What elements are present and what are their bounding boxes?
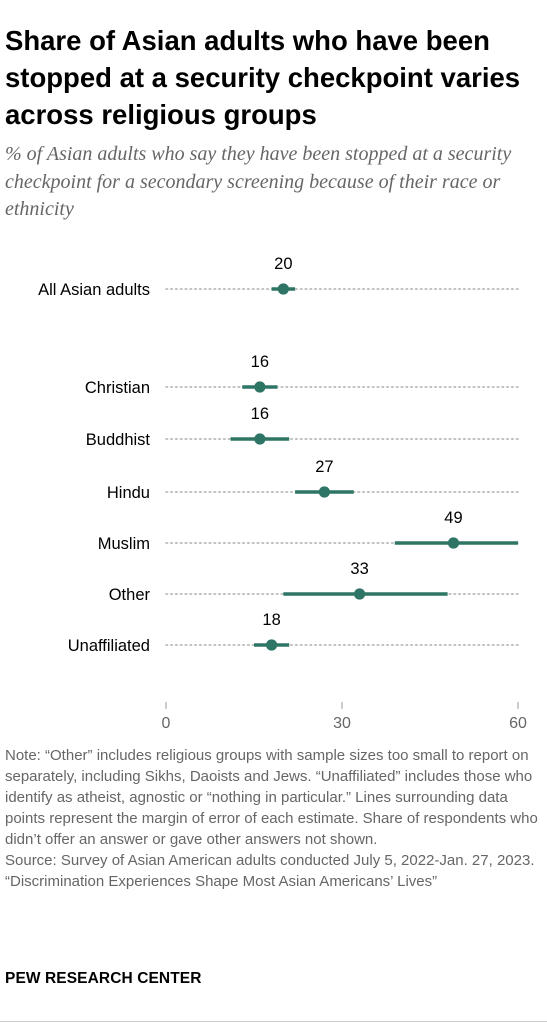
pew-research-center-logo: PEW RESEARCH CENTER	[5, 970, 202, 987]
bottom-divider	[0, 1021, 547, 1022]
x-tick-label-60: 60	[509, 715, 527, 732]
data-point-other	[354, 588, 366, 600]
report-title: “Discrimination Experiences Shape Most A…	[5, 873, 438, 890]
data-point-hindu	[318, 486, 330, 498]
value-label-other: 33	[350, 560, 368, 578]
data-point-muslim	[447, 537, 460, 549]
category-label-all-asian-adults: All Asian adults	[38, 281, 150, 299]
chart-subtitle: % of Asian adults who say they have been…	[5, 143, 512, 220]
chart-title: Share of Asian adults who have been stop…	[5, 25, 521, 130]
x-tick-label-30: 30	[333, 715, 351, 732]
category-label-hindu: Hindu	[107, 484, 150, 502]
value-label-muslim: 49	[444, 509, 462, 527]
value-label-all-asian-adults: 20	[274, 255, 292, 273]
chart-notes: Note: “Other” includes religious groups …	[5, 745, 545, 892]
note-text: Note: “Other” includes religious groups …	[5, 747, 538, 848]
data-point-unaffiliated	[266, 639, 278, 651]
category-label-other: Other	[109, 586, 151, 604]
data-point-christian	[254, 381, 266, 393]
value-label-christian: 16	[251, 353, 269, 371]
x-tick-label-0: 0	[162, 715, 171, 732]
data-point-all-asian-adults	[277, 283, 289, 295]
dot-plot-chart: All Asian adults 20 Christian 16 Buddhist 16 H…	[38, 255, 527, 732]
source-text: Source: Survey of Asian American adults …	[5, 852, 535, 869]
value-label-unaffiliated: 18	[262, 611, 280, 629]
category-label-muslim: Muslim	[98, 535, 150, 553]
value-label-buddhist: 16	[251, 405, 269, 423]
value-label-hindu: 27	[315, 458, 333, 476]
data-point-buddhist	[254, 433, 266, 445]
category-label-christian: Christian	[85, 379, 150, 397]
category-label-unaffiliated: Unaffiliated	[68, 637, 150, 655]
category-label-buddhist: Buddhist	[86, 431, 151, 449]
